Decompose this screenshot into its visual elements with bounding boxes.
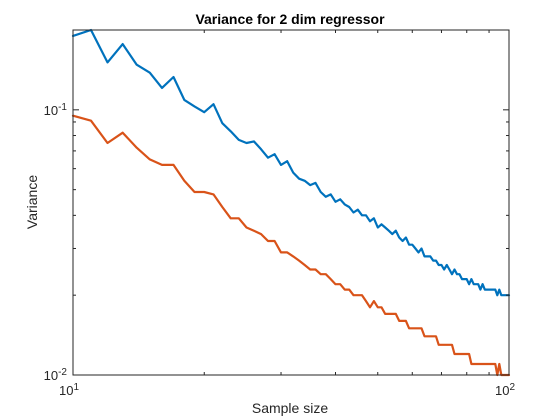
x-tick-label-0: 101 [59,382,79,398]
series-line-1 [71,28,511,297]
series-line-2 [71,114,511,377]
y-tick-label-0: 10-1 [44,102,68,118]
ticks-layer: 101 102 10-1 10-2 [44,29,515,398]
axes-layer [72,29,510,376]
x-tick-label-1: 102 [495,382,515,398]
x-axis-label: Sample size [252,400,328,416]
axes-box [72,29,510,376]
plot-area [73,30,509,375]
y-axis-label: Variance [24,175,40,229]
y-tick-label-1: 10-2 [44,367,68,383]
chart-title: Variance for 2 dim regressor [195,11,385,27]
series-layer [71,28,511,377]
